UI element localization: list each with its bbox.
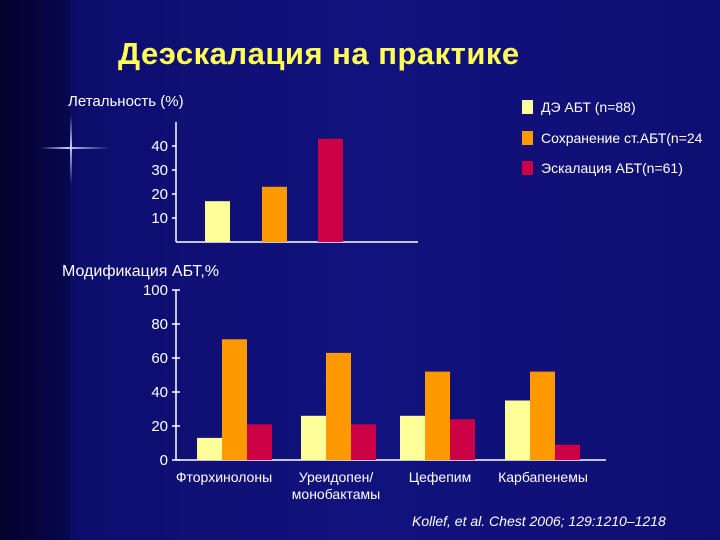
legend-swatch xyxy=(522,100,533,114)
modification-bar xyxy=(555,444,580,460)
legend: ДЭ АБТ (n=88) Сохранение ст.АБТ(n=24 Эскал… xyxy=(522,99,703,176)
modification-chart: Модификация АБТ,% 0 20 40 60 80 100 Фторхинол… xyxy=(62,263,606,502)
modification-chart-title: Модификация АБТ,% xyxy=(62,263,219,280)
legend-label: ДЭ АБТ (n=88) xyxy=(541,99,636,115)
modification-y-tick-label: 100 xyxy=(143,282,168,299)
legend-swatch xyxy=(522,161,533,175)
modification-bar xyxy=(400,415,425,460)
modification-bar xyxy=(530,371,555,460)
modification-bar xyxy=(351,424,376,460)
modification-category-label: Фторхинолоны xyxy=(176,469,272,485)
modification-bar xyxy=(222,339,247,460)
modification-y-tick-label: 60 xyxy=(151,350,168,367)
modification-y-tick-label: 40 xyxy=(151,384,168,401)
mortality-bar xyxy=(318,138,343,242)
star-flare-horizontal xyxy=(40,147,110,149)
mortality-y-tick-label: 30 xyxy=(151,162,168,179)
mortality-bar xyxy=(262,186,287,242)
star-flare-vertical xyxy=(70,115,72,185)
modification-bar xyxy=(450,419,475,460)
citation: Kollef, et al. Chest 2006; 129:1210–1218 xyxy=(412,513,666,529)
modification-category-label: Цефепим xyxy=(409,469,471,485)
modification-bar xyxy=(247,424,272,460)
modification-bar xyxy=(197,437,222,460)
slide-title: Деэскалация на практике xyxy=(118,36,520,71)
legend-label: Эскалация АБТ(n=61) xyxy=(541,160,683,176)
mortality-y-tick-label: 10 xyxy=(151,210,168,227)
legend-swatch xyxy=(522,131,533,145)
modification-y-tick-label: 0 xyxy=(160,452,168,469)
background-band xyxy=(0,0,70,540)
mortality-y-tick-label: 40 xyxy=(151,138,168,155)
mortality-bar xyxy=(205,201,230,242)
modification-y-tick-label: 80 xyxy=(151,316,168,333)
modification-bar xyxy=(505,400,530,460)
modification-category-label: монобактамы xyxy=(292,486,380,502)
modification-y-tick-label: 20 xyxy=(151,418,168,435)
modification-category-label: Карбапенемы xyxy=(498,469,588,485)
legend-label: Сохранение ст.АБТ(n=24 xyxy=(541,130,703,146)
modification-bar xyxy=(326,352,351,460)
modification-category-label: Уреидопен/ xyxy=(299,469,374,485)
mortality-y-tick-label: 20 xyxy=(151,186,168,203)
mortality-chart-title: Летальность (%) xyxy=(68,93,184,110)
modification-bar xyxy=(425,371,450,460)
modification-bar xyxy=(301,415,326,460)
mortality-chart: Летальность (%) 10 20 30 40 xyxy=(68,93,418,243)
